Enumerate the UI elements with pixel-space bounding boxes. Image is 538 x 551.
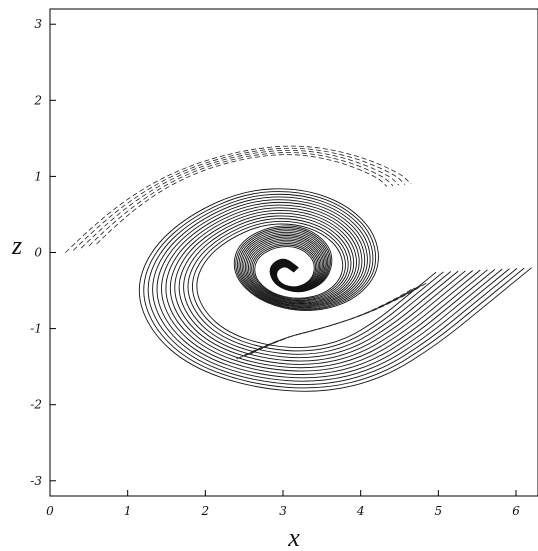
solid-contour-line [192, 220, 444, 352]
axis-ticks: 0 1 2 3 4 5 6 -3 -2 -1 0 1 2 3 [30, 17, 520, 518]
x-tick-label: 5 [435, 504, 443, 518]
solid-contour-line [165, 204, 488, 372]
solid-contour-line [174, 210, 474, 365]
solid-contour-line [187, 218, 452, 355]
dashed-contour-line [80, 149, 400, 249]
y-tick-label: -1 [30, 322, 42, 336]
solid-contour-line [169, 207, 481, 369]
dashed-contour-line [73, 147, 406, 251]
x-tick-label: 2 [201, 504, 210, 518]
solid-contour-line [143, 191, 525, 389]
dashed-contour-line [239, 284, 424, 359]
contour-lines [65, 145, 532, 392]
x-tick-label: 3 [279, 504, 287, 518]
x-tick-label: 4 [356, 504, 365, 518]
y-tick-label: -2 [30, 398, 42, 412]
y-axis-title: z [11, 231, 22, 260]
solid-contour-line [178, 212, 466, 362]
solid-contour-line [152, 196, 510, 382]
x-axis-title: x [287, 523, 300, 551]
x-tick-label: 1 [124, 504, 132, 518]
x-tick-label: 6 [512, 504, 520, 518]
solid-contour-line [138, 188, 532, 392]
solid-contour-line [147, 193, 518, 385]
y-tick-label: 1 [34, 169, 42, 183]
dashed-contour-line [251, 289, 412, 354]
dashed-contour-line [88, 152, 394, 247]
dashed-contour-line [65, 145, 412, 253]
y-tick-label: -3 [30, 474, 42, 488]
y-tick-label: 2 [33, 93, 42, 107]
y-tick-label: 3 [34, 17, 42, 31]
solid-contour-line [161, 201, 496, 375]
y-tick-label: 0 [34, 246, 42, 260]
dashed-contour-line [96, 154, 388, 245]
solid-contour-line [156, 199, 503, 379]
solid-contour-line [196, 223, 437, 348]
dashed-contour-line [247, 287, 416, 356]
x-tick-label: 0 [46, 504, 54, 518]
